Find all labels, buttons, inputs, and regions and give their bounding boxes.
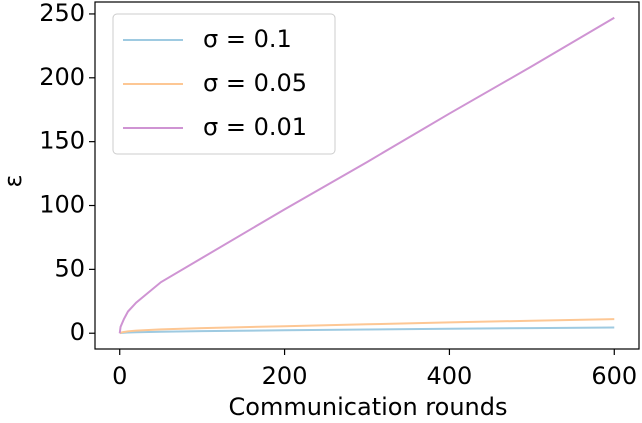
- x-tick-label: 600: [591, 362, 637, 390]
- series-line: [119, 318, 615, 335]
- x-tick-label: 400: [427, 362, 473, 390]
- y-tick-label: 150: [39, 127, 85, 155]
- plot-frame: [94, 1, 640, 350]
- legend-label: σ = 0.05: [203, 69, 307, 97]
- legend-label: σ = 0.01: [203, 113, 307, 141]
- x-tick-label: 200: [262, 362, 308, 390]
- y-tick-label: 0: [70, 318, 85, 346]
- x-axis-label: Communication rounds: [229, 393, 508, 421]
- legend-label: σ = 0.1: [203, 25, 292, 53]
- y-tick-label: 200: [39, 63, 85, 91]
- legend-box: [112, 13, 336, 155]
- y-tick-label: 100: [39, 191, 85, 219]
- x-tick-label: 0: [112, 362, 127, 390]
- y-tick-label: 250: [39, 0, 85, 27]
- y-tick-label: 50: [54, 254, 85, 282]
- y-axis-label: ε: [0, 175, 27, 188]
- series-line: [118, 16, 615, 334]
